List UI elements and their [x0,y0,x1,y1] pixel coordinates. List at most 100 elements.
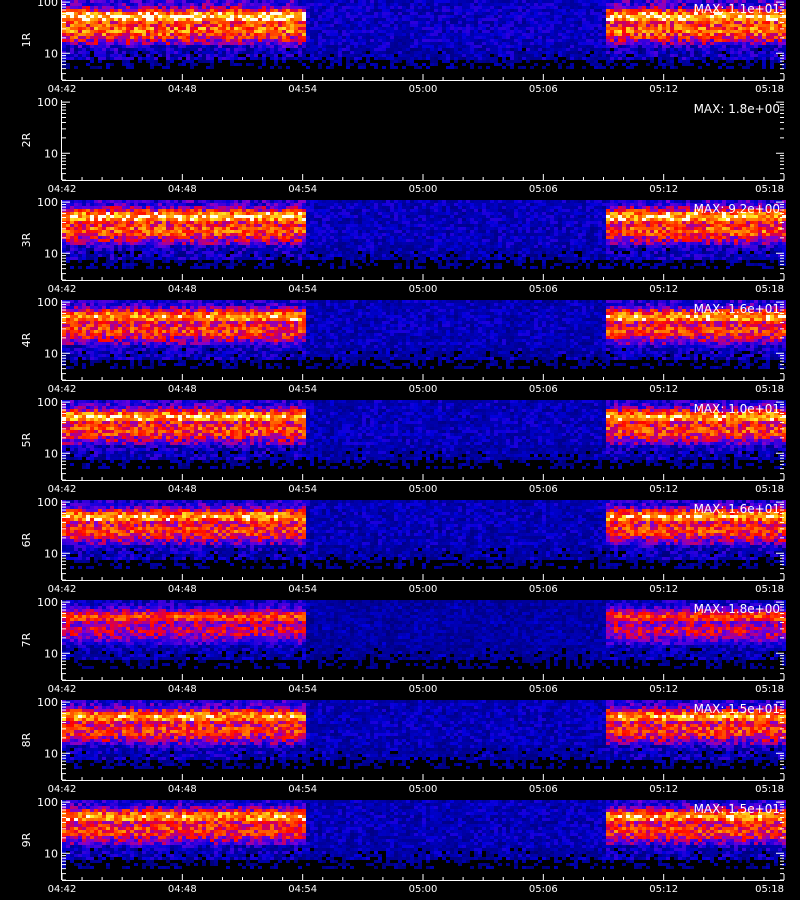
heatmap-cell [154,60,158,63]
heatmap-cell [686,57,690,60]
heatmap-cell [186,9,190,12]
heatmap-cell [182,0,186,3]
heatmap-cell [354,12,358,15]
heatmap-cell [486,9,490,12]
heatmap-cell [738,39,742,42]
heatmap-cell [502,18,506,21]
heatmap-cell [482,60,486,63]
heatmap-cell [570,48,574,51]
heatmap-cell [670,27,674,30]
heatmap-cell [774,24,778,27]
heatmap-cell [446,3,450,6]
heatmap-cell [662,24,666,27]
heatmap-cell [698,45,702,48]
heatmap-cell [158,36,162,39]
heatmap-cell [286,33,290,36]
heatmap-cell [762,66,766,69]
heatmap-cell [662,57,666,60]
heatmap-cell [226,12,230,15]
heatmap-cell [150,54,154,57]
heatmap-cell [86,42,90,45]
heatmap-cell [150,36,154,39]
heatmap-cell [310,48,314,51]
heatmap-cell [190,57,194,60]
heatmap-cell [702,27,706,30]
heatmap-cell [178,9,182,12]
heatmap-cell [742,66,746,69]
heatmap-cell [578,18,582,21]
heatmap-cell [94,15,98,18]
heatmap-cell [82,18,86,21]
heatmap-cell [246,27,250,30]
heatmap-cell [190,0,194,3]
heatmap-cell [110,203,114,206]
heatmap-cell [310,15,314,18]
heatmap-cell [150,45,154,48]
heatmap-cell [610,0,614,3]
heatmap-cell [198,30,202,33]
heatmap-cell [658,42,662,45]
heatmap-cell [482,15,486,18]
heatmap-cell [166,54,170,57]
heatmap-cell [218,15,222,18]
heatmap-cell [494,6,498,9]
heatmap-cell [362,66,366,69]
heatmap-cell [374,33,378,36]
heatmap-cell [418,18,422,21]
heatmap-cell [622,57,626,60]
heatmap-cell [214,51,218,54]
heatmap-cell [150,42,154,45]
heatmap-cell [154,45,158,48]
heatmap-cell [498,12,502,15]
heatmap-cell [406,57,410,60]
heatmap-cell [406,3,410,6]
heatmap-cell [434,0,438,3]
heatmap-cell [266,51,270,54]
heatmap-cell [74,21,78,24]
heatmap-cell [158,45,162,48]
heatmap-cell [486,36,490,39]
heatmap-cell [106,12,110,15]
heatmap-cell [530,18,534,21]
heatmap-cell [274,54,278,57]
heatmap-cell [122,63,126,66]
heatmap-cell [774,18,778,21]
heatmap-cell [666,21,670,24]
heatmap-cell [558,200,562,203]
heatmap-cell [442,21,446,24]
heatmap-cell [366,60,370,63]
heatmap-cell [574,30,578,33]
heatmap-cell [122,9,126,12]
heatmap-cell [70,3,74,6]
heatmap-cell [622,63,626,66]
heatmap-cell [334,42,338,45]
heatmap-cell [390,3,394,6]
heatmap-cell [414,200,418,203]
heatmap-cell [142,9,146,12]
heatmap-cell [554,27,558,30]
heatmap-cell [610,3,614,6]
heatmap-cell [434,63,438,66]
heatmap-cell [226,18,230,21]
heatmap-cell [206,24,210,27]
heatmap-cell [354,33,358,36]
heatmap-cell [334,9,338,12]
heatmap-cell [662,9,666,12]
heatmap-cell [642,54,646,57]
heatmap-cell [174,36,178,39]
heatmap-cell [770,54,774,57]
heatmap-cell [266,15,270,18]
heatmap-cell [466,21,470,24]
heatmap-cell [510,15,514,18]
heatmap-cell [322,0,326,3]
heatmap-cell [630,39,634,42]
heatmap-cell [490,0,494,3]
heatmap-cell [482,27,486,30]
heatmap-cell [674,30,678,33]
heatmap-cell [766,42,770,45]
heatmap-cell [454,45,458,48]
heatmap-cell [666,36,670,39]
heatmap-cell [302,3,306,6]
heatmap-cell [382,39,386,42]
heatmap-cell [126,21,130,24]
